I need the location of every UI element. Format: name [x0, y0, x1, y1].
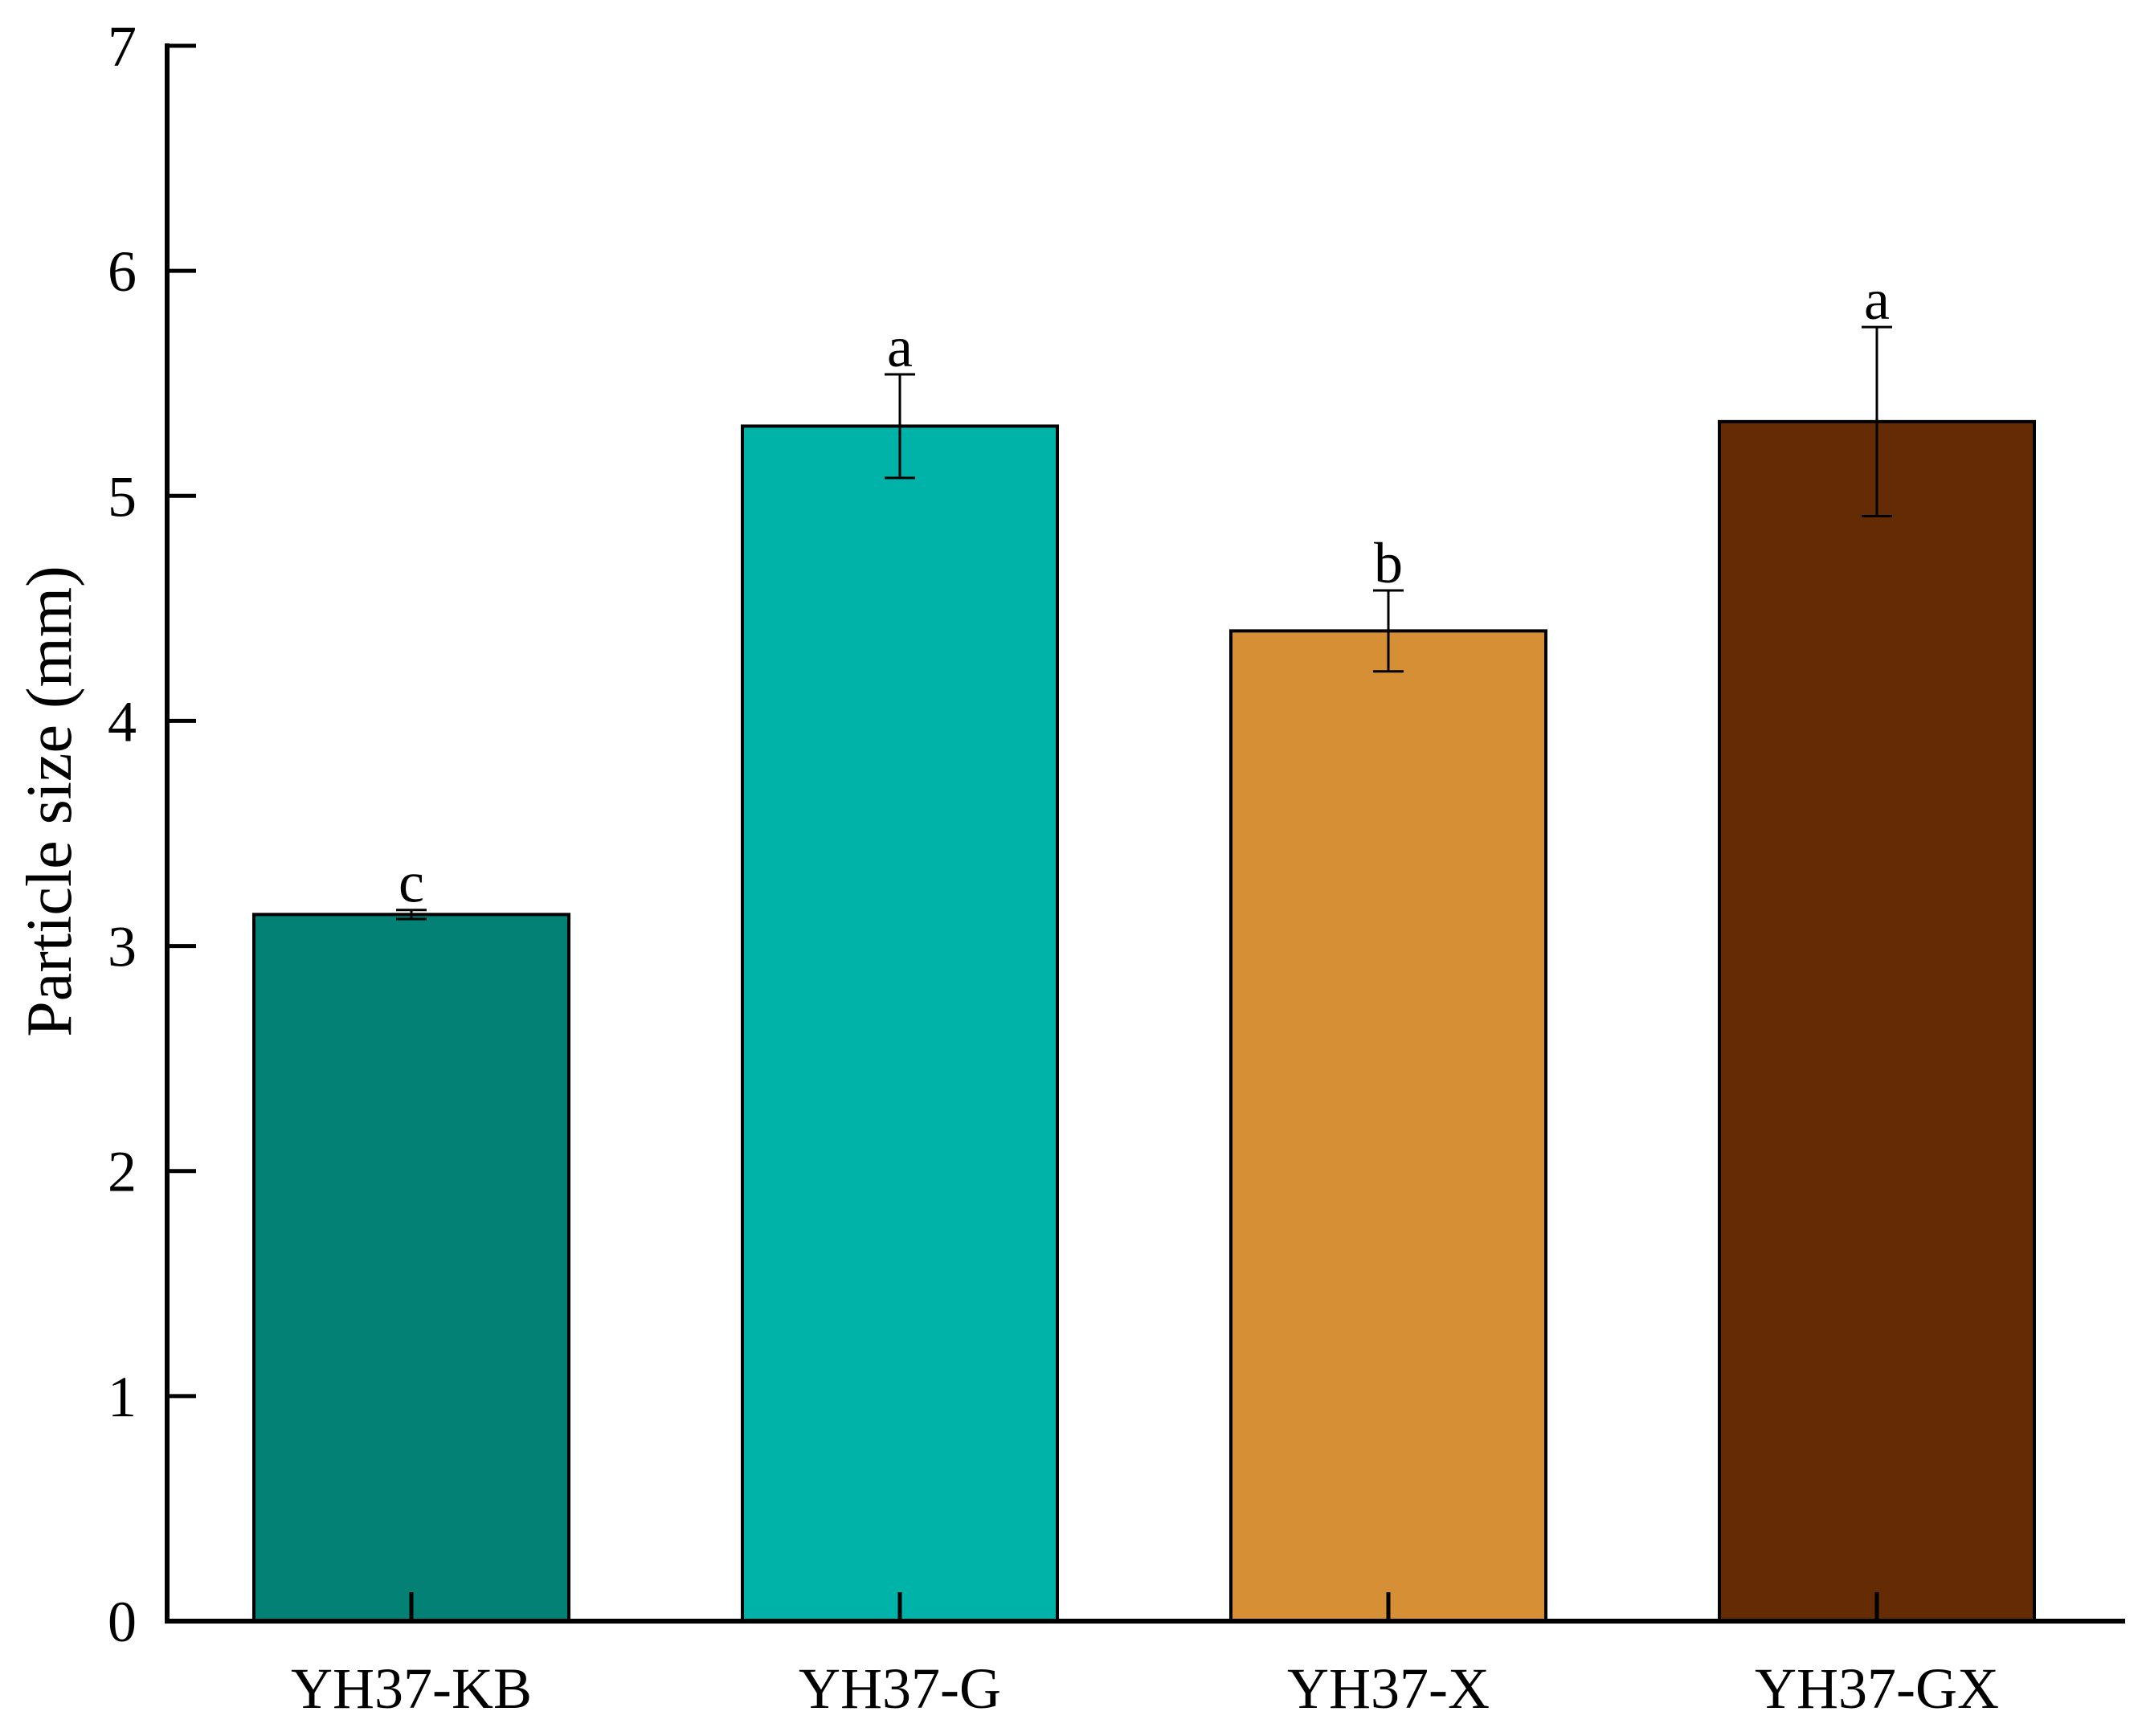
- significance-label: b: [1374, 531, 1403, 595]
- significance-label: c: [399, 851, 424, 915]
- error-bar: [1373, 589, 1404, 673]
- bars-layer: [252, 419, 2036, 1623]
- y-ticks-layer: 0 1 2 3 4 5 6 7: [108, 14, 196, 1654]
- y-tick-label: 0: [108, 1590, 137, 1654]
- bar-yh37-x: [1229, 629, 1547, 1623]
- bar-yh37-gx: [1718, 419, 2036, 1623]
- labels-layer: c a b a YH37-KB YH37-G YH37-X YH37-GX: [291, 268, 1999, 1721]
- y-tick-label: 2: [108, 1140, 137, 1204]
- error-bars-layer: [396, 325, 1892, 921]
- x-tick-label: YH37-GX: [1755, 1656, 1999, 1721]
- significance-label: a: [887, 315, 913, 379]
- y-tick-label: 6: [108, 239, 137, 304]
- error-bar: [1862, 325, 1892, 517]
- y-tick-label: 5: [108, 464, 137, 529]
- y-axis-title: Particle size (mm): [14, 566, 85, 1036]
- error-bar: [885, 373, 915, 480]
- x-tick-label: YH37-KB: [291, 1656, 532, 1721]
- bar-yh37-kb: [252, 913, 570, 1623]
- y-tick-label: 3: [108, 915, 137, 979]
- x-tick-label: YH37-X: [1287, 1656, 1490, 1721]
- y-tick-label: 4: [108, 689, 137, 754]
- error-bar: [396, 909, 427, 921]
- x-tick-label: YH37-G: [799, 1656, 1001, 1721]
- bar-yh37-g: [741, 424, 1059, 1623]
- y-tick-label: 7: [108, 14, 137, 79]
- axes-layer: [165, 43, 2125, 1624]
- significance-label: a: [1864, 268, 1890, 332]
- y-tick-label: 1: [108, 1365, 137, 1429]
